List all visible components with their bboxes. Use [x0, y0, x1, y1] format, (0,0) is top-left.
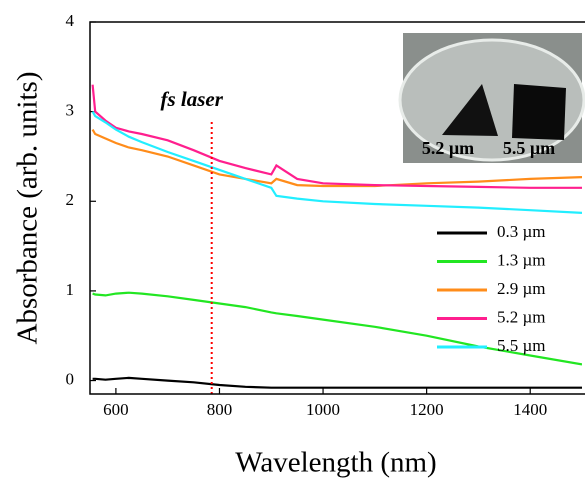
y-tick-label: 1	[66, 280, 75, 299]
legend-label: 5.2 µm	[497, 307, 546, 326]
inset-label: 5.5 µm	[503, 138, 555, 158]
data-line	[91, 111, 582, 214]
annotation: fs laser	[160, 87, 223, 111]
x-tick-label: 600	[103, 400, 129, 419]
y-tick-label: 3	[66, 101, 75, 120]
data-line	[92, 376, 582, 389]
inset-label: 5.2 µm	[422, 138, 474, 158]
legend-label: 1.3 µm	[497, 250, 546, 269]
legend-label: 2.9 µm	[497, 279, 546, 298]
data-line	[92, 291, 582, 366]
plot-frame	[89, 21, 585, 395]
legend-label: 0.3 µm	[497, 222, 546, 241]
x-tick-label: 1400	[513, 400, 547, 419]
y-axis-title: Absorbance (arb. units)	[12, 72, 44, 345]
y-tick-label: 4	[66, 11, 75, 30]
x-tick-label: 1200	[410, 400, 444, 419]
legend-label: 5.5 µm	[497, 336, 546, 355]
y-tick-label: 2	[66, 190, 75, 209]
y-tick-label: 0	[66, 369, 75, 388]
data-line	[91, 84, 582, 189]
inset-sample-2	[512, 84, 566, 140]
plot-lines	[91, 84, 582, 389]
x-tick-label: 1000	[306, 400, 340, 419]
inset-sample-1	[442, 84, 498, 136]
x-axis-title: Wavelength (nm)	[235, 447, 436, 479]
x-tick-label: 800	[207, 400, 233, 419]
